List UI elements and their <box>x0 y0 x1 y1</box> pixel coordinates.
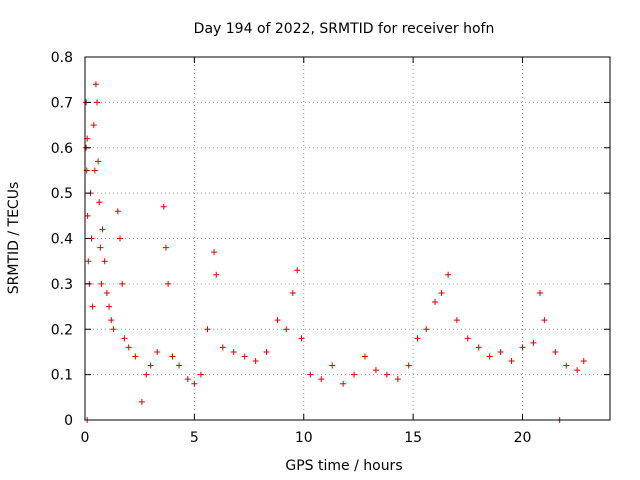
data-point <box>84 212 91 219</box>
data-point <box>372 367 379 374</box>
data-point <box>383 371 390 378</box>
data-points <box>83 81 587 423</box>
x-axis-label: GPS time / hours <box>285 458 402 474</box>
data-point <box>138 398 145 405</box>
data-point <box>211 249 218 256</box>
axis-ticks: 0 0.1 0.2 0.3 0.4 0.5 0.6 0.7 0.8 0 5 10 15 20 <box>51 50 610 446</box>
x-tick-label: 5 <box>190 430 199 446</box>
data-point <box>213 271 220 278</box>
y-axis-label: SRMTID / TECUs <box>6 182 22 295</box>
data-point <box>154 348 161 355</box>
data-point <box>574 367 581 374</box>
chart-title: Day 194 of 2022, SRMTID for receiver hof… <box>194 21 495 37</box>
data-point <box>176 362 183 369</box>
data-point <box>241 353 248 360</box>
data-point <box>114 208 121 215</box>
data-point <box>96 199 103 206</box>
y-tick-label: 0.4 <box>51 232 73 248</box>
data-point <box>445 271 452 278</box>
data-point <box>117 235 123 242</box>
data-point <box>94 99 101 106</box>
data-point <box>283 326 290 333</box>
data-point <box>537 289 543 296</box>
data-point <box>119 280 126 287</box>
data-point <box>99 226 106 233</box>
data-point <box>197 371 204 378</box>
data-point <box>160 203 167 210</box>
data-point <box>340 380 347 387</box>
data-point <box>438 289 445 296</box>
data-point <box>552 348 559 355</box>
x-tick-label: 10 <box>295 430 313 446</box>
data-point <box>143 371 150 378</box>
data-point <box>530 339 537 346</box>
y-tick-label: 0.5 <box>51 186 73 202</box>
data-point <box>101 258 108 265</box>
data-point <box>580 358 587 365</box>
data-point <box>97 244 104 251</box>
data-point <box>90 122 97 129</box>
y-tick-label: 0.3 <box>51 277 73 293</box>
grid-lines <box>85 57 610 420</box>
data-point <box>89 303 96 310</box>
data-point <box>85 258 92 265</box>
data-point <box>106 303 113 310</box>
data-point <box>329 362 336 369</box>
data-point <box>92 81 99 88</box>
data-point <box>563 362 570 369</box>
data-point <box>475 344 482 351</box>
x-tick-label: 20 <box>514 430 532 446</box>
data-point <box>263 348 270 355</box>
data-point <box>147 362 154 369</box>
data-point <box>508 358 515 365</box>
data-point <box>91 167 98 174</box>
data-point <box>497 348 504 355</box>
data-point <box>351 371 358 378</box>
data-point <box>423 326 430 333</box>
data-point <box>541 317 548 324</box>
data-point <box>184 376 191 383</box>
data-point <box>464 335 471 342</box>
y-tick-label: 0.2 <box>51 322 73 338</box>
y-tick-label: 0.1 <box>51 368 73 384</box>
y-tick-label: 0.7 <box>51 95 73 111</box>
data-point <box>453 317 460 324</box>
data-point <box>162 244 169 251</box>
data-point <box>362 353 368 360</box>
data-point <box>132 353 139 360</box>
x-tick-label: 15 <box>404 430 422 446</box>
data-point <box>230 348 237 355</box>
data-point <box>394 376 401 383</box>
data-point <box>289 289 296 296</box>
data-point <box>169 353 176 360</box>
data-point <box>121 335 128 342</box>
y-tick-label: 0 <box>64 413 73 429</box>
y-tick-label: 0.6 <box>51 141 73 157</box>
plot-frame <box>84 56 611 421</box>
data-point <box>519 344 526 351</box>
data-point <box>414 335 421 342</box>
data-point <box>405 362 412 369</box>
data-point <box>274 317 281 324</box>
data-point <box>110 326 117 333</box>
data-point <box>125 344 132 351</box>
data-point <box>165 280 172 287</box>
data-point <box>298 335 305 342</box>
data-point <box>294 267 301 274</box>
data-point <box>486 353 493 360</box>
data-point <box>432 299 438 306</box>
data-point <box>108 317 115 324</box>
data-point <box>98 280 105 287</box>
x-tick-label: 0 <box>81 430 90 446</box>
data-point <box>219 344 226 351</box>
data-point <box>191 380 198 387</box>
data-point <box>318 376 325 383</box>
data-point <box>252 358 259 365</box>
data-point <box>204 326 211 333</box>
data-point <box>95 158 102 165</box>
y-tick-label: 0.8 <box>51 50 73 66</box>
data-point <box>307 371 314 378</box>
data-point <box>103 289 110 296</box>
